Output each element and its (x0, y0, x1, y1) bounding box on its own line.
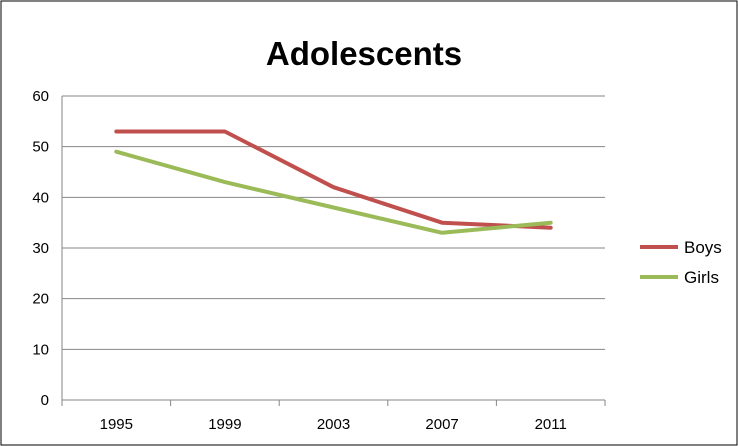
x-tick-label: 2007 (425, 416, 458, 433)
gridlines (62, 95, 605, 350)
y-tick-label: 60 (32, 88, 49, 105)
y-tick-label: 20 (32, 291, 49, 308)
chart-title: Adolescents (266, 35, 462, 72)
y-tick-label: 50 (32, 139, 49, 156)
legend-label-boys: Boys (684, 238, 722, 257)
series-lines (114, 129, 553, 235)
axes: 0 10 20 30 40 50 60 1995 1999 2003 2007 2011 (32, 88, 606, 433)
series-line-girls (114, 149, 553, 235)
x-tick-label: 2011 (535, 416, 567, 433)
legend: Boys Girls (640, 238, 722, 287)
series-line-boys (114, 129, 553, 230)
y-tick-label: 30 (32, 240, 49, 257)
y-tick-label: 40 (32, 189, 49, 206)
y-tick-label: 10 (32, 341, 49, 358)
y-tick-label: 0 (41, 392, 49, 409)
x-tick-label: 2003 (317, 416, 350, 433)
legend-label-girls: Girls (684, 268, 719, 287)
x-tick-label: 1995 (100, 416, 133, 433)
x-tick-label: 1999 (208, 416, 241, 433)
